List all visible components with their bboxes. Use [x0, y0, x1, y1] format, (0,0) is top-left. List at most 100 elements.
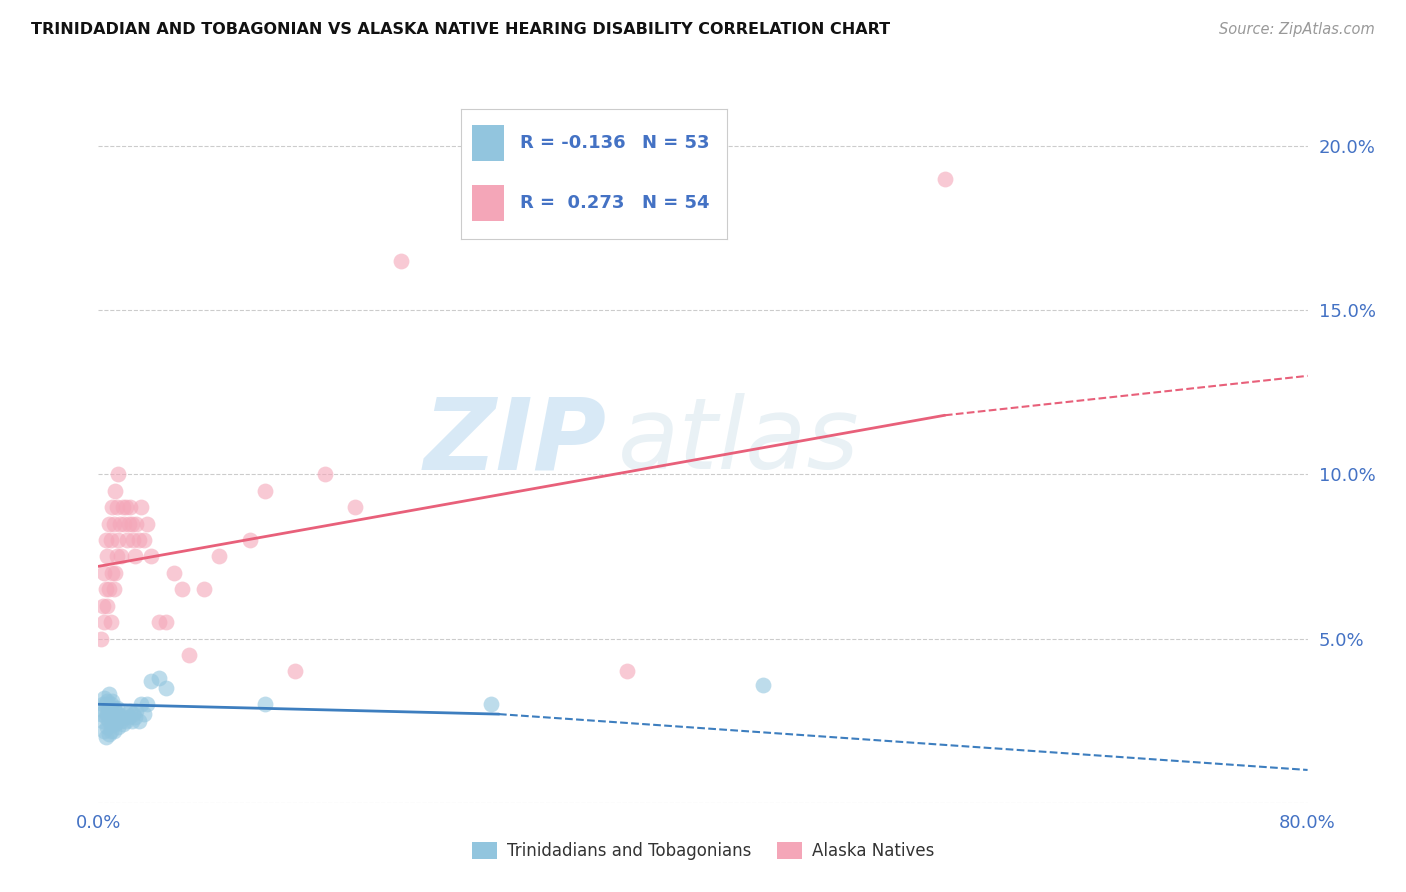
Point	[118, 710, 141, 724]
Point	[93, 566, 115, 580]
Point	[108, 516, 131, 531]
Point	[135, 516, 157, 531]
Point	[103, 582, 125, 597]
Point	[284, 665, 307, 679]
Point	[103, 516, 125, 531]
Point	[105, 714, 128, 728]
Point	[125, 704, 148, 718]
Point	[344, 500, 367, 515]
Point	[163, 566, 186, 580]
Point	[108, 710, 131, 724]
Point	[129, 500, 152, 515]
Point	[91, 599, 114, 613]
Point	[616, 665, 638, 679]
Point	[155, 681, 177, 695]
Point	[122, 707, 145, 722]
Point	[314, 467, 336, 482]
Point	[105, 700, 128, 714]
Point	[253, 698, 276, 712]
Point	[179, 648, 201, 662]
Point	[103, 710, 125, 724]
Point	[148, 615, 170, 630]
Point	[121, 516, 143, 531]
Point	[107, 707, 129, 722]
Point	[96, 549, 118, 564]
Point	[96, 707, 118, 722]
Point	[100, 710, 122, 724]
Point	[132, 533, 155, 547]
Point	[148, 671, 170, 685]
Point	[100, 533, 122, 547]
Text: TRINIDADIAN AND TOBAGONIAN VS ALASKA NATIVE HEARING DISABILITY CORRELATION CHART: TRINIDADIAN AND TOBAGONIAN VS ALASKA NAT…	[31, 22, 890, 37]
Point	[389, 253, 412, 268]
Point	[120, 704, 142, 718]
Point	[98, 582, 121, 597]
Point	[94, 710, 117, 724]
Point	[121, 714, 143, 728]
Point	[96, 720, 118, 734]
Point	[170, 582, 193, 597]
Point	[107, 720, 129, 734]
Point	[93, 704, 115, 718]
Point	[101, 717, 124, 731]
Point	[101, 500, 124, 515]
Point	[93, 690, 115, 705]
Point	[752, 677, 775, 691]
Point	[94, 533, 117, 547]
Point	[239, 533, 262, 547]
Point	[96, 599, 118, 613]
Point	[120, 500, 142, 515]
Point	[103, 700, 125, 714]
Point	[135, 698, 157, 712]
Point	[93, 615, 115, 630]
Point	[90, 707, 112, 722]
Point	[90, 632, 112, 646]
Point	[112, 710, 135, 724]
Point	[91, 698, 114, 712]
Point	[98, 687, 121, 701]
Point	[253, 483, 276, 498]
Point	[94, 698, 117, 712]
Point	[98, 704, 121, 718]
Point	[105, 500, 128, 515]
Point	[111, 717, 134, 731]
Point	[124, 549, 146, 564]
Point	[93, 723, 115, 738]
Point	[128, 533, 150, 547]
Text: ZIP: ZIP	[423, 393, 606, 490]
Point	[114, 500, 136, 515]
Point	[98, 727, 121, 741]
Point	[94, 582, 117, 597]
Point	[105, 549, 128, 564]
Point	[104, 704, 127, 718]
Text: Source: ZipAtlas.com: Source: ZipAtlas.com	[1219, 22, 1375, 37]
Point	[100, 615, 122, 630]
Point	[110, 714, 132, 728]
Point	[141, 674, 163, 689]
Point	[104, 717, 127, 731]
Point	[91, 714, 114, 728]
Point	[96, 694, 118, 708]
Point	[193, 582, 215, 597]
Point	[100, 723, 122, 738]
Point	[125, 516, 148, 531]
Point	[107, 533, 129, 547]
Point	[101, 707, 124, 722]
Point	[141, 549, 163, 564]
Point	[129, 698, 152, 712]
Point	[107, 467, 129, 482]
Point	[115, 707, 138, 722]
Point	[104, 483, 127, 498]
Point	[94, 730, 117, 744]
Point	[103, 723, 125, 738]
Point	[122, 533, 145, 547]
Point	[114, 714, 136, 728]
Point	[101, 566, 124, 580]
Point	[132, 707, 155, 722]
Point	[98, 714, 121, 728]
Legend: Trinidadians and Tobagonians, Alaska Natives: Trinidadians and Tobagonians, Alaska Nat…	[465, 835, 941, 867]
Point	[115, 533, 138, 547]
Point	[100, 698, 122, 712]
Point	[101, 694, 124, 708]
Point	[110, 549, 132, 564]
